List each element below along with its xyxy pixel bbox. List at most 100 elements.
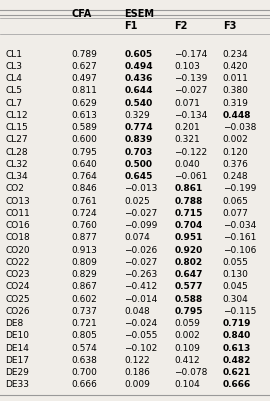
Text: CL32: CL32 (5, 160, 28, 169)
Text: 0.002: 0.002 (223, 136, 248, 144)
Text: 0.248: 0.248 (223, 172, 248, 181)
Text: 0.715: 0.715 (174, 209, 202, 218)
Text: 0.319: 0.319 (223, 99, 249, 108)
Text: −0.078: −0.078 (174, 368, 208, 377)
Text: F2: F2 (174, 21, 188, 31)
Text: 0.719: 0.719 (223, 319, 251, 328)
Text: −0.034: −0.034 (223, 221, 256, 230)
Text: −0.027: −0.027 (124, 258, 157, 267)
Text: 0.605: 0.605 (124, 50, 152, 59)
Text: DE14: DE14 (5, 344, 29, 352)
Text: 0.329: 0.329 (124, 111, 150, 120)
Text: 0.846: 0.846 (72, 184, 97, 193)
Text: 0.721: 0.721 (72, 319, 97, 328)
Text: CL4: CL4 (5, 74, 22, 83)
Text: 0.025: 0.025 (124, 196, 150, 206)
Text: CL28: CL28 (5, 148, 28, 157)
Text: 0.002: 0.002 (174, 331, 200, 340)
Text: 0.613: 0.613 (223, 344, 251, 352)
Text: 0.795: 0.795 (174, 307, 203, 316)
Text: −0.115: −0.115 (223, 307, 256, 316)
Text: −0.134: −0.134 (174, 111, 207, 120)
Text: 0.540: 0.540 (124, 99, 153, 108)
Text: CL1: CL1 (5, 50, 22, 59)
Text: 0.760: 0.760 (72, 221, 97, 230)
Text: 0.647: 0.647 (174, 270, 203, 279)
Text: 0.805: 0.805 (72, 331, 97, 340)
Text: 0.829: 0.829 (72, 270, 97, 279)
Text: −0.026: −0.026 (124, 246, 157, 255)
Text: 0.666: 0.666 (223, 381, 251, 389)
Text: 0.761: 0.761 (72, 196, 97, 206)
Text: CO16: CO16 (5, 221, 30, 230)
Text: 0.811: 0.811 (72, 87, 97, 95)
Text: CL15: CL15 (5, 123, 28, 132)
Text: 0.109: 0.109 (174, 344, 200, 352)
Text: 0.877: 0.877 (72, 233, 97, 243)
Text: 0.703: 0.703 (124, 148, 153, 157)
Text: 0.764: 0.764 (72, 172, 97, 181)
Text: −0.013: −0.013 (124, 184, 158, 193)
Text: ESEM: ESEM (124, 9, 154, 19)
Text: CO24: CO24 (5, 282, 30, 292)
Text: 0.104: 0.104 (174, 381, 200, 389)
Text: 0.574: 0.574 (72, 344, 97, 352)
Text: 0.737: 0.737 (72, 307, 97, 316)
Text: 0.436: 0.436 (124, 74, 153, 83)
Text: −0.027: −0.027 (174, 87, 207, 95)
Text: 0.048: 0.048 (124, 307, 150, 316)
Text: DE33: DE33 (5, 381, 29, 389)
Text: CO22: CO22 (5, 258, 30, 267)
Text: CO13: CO13 (5, 196, 30, 206)
Text: 0.861: 0.861 (174, 184, 202, 193)
Text: CO23: CO23 (5, 270, 30, 279)
Text: −0.199: −0.199 (223, 184, 256, 193)
Text: CO26: CO26 (5, 307, 30, 316)
Text: CO11: CO11 (5, 209, 30, 218)
Text: CFA: CFA (72, 9, 92, 19)
Text: DE8: DE8 (5, 319, 24, 328)
Text: 0.201: 0.201 (174, 123, 200, 132)
Text: 0.627: 0.627 (72, 62, 97, 71)
Text: 0.071: 0.071 (174, 99, 200, 108)
Text: 0.774: 0.774 (124, 123, 153, 132)
Text: 0.103: 0.103 (174, 62, 200, 71)
Text: CO20: CO20 (5, 246, 30, 255)
Text: 0.412: 0.412 (174, 356, 200, 365)
Text: F1: F1 (124, 21, 138, 31)
Text: −0.263: −0.263 (124, 270, 157, 279)
Text: 0.913: 0.913 (72, 246, 97, 255)
Text: −0.014: −0.014 (124, 295, 157, 304)
Text: 0.304: 0.304 (223, 295, 248, 304)
Text: 0.577: 0.577 (174, 282, 203, 292)
Text: 0.009: 0.009 (124, 381, 150, 389)
Text: 0.120: 0.120 (223, 148, 248, 157)
Text: F3: F3 (223, 21, 236, 31)
Text: 0.376: 0.376 (223, 160, 249, 169)
Text: 0.130: 0.130 (223, 270, 249, 279)
Text: −0.061: −0.061 (174, 172, 208, 181)
Text: 0.065: 0.065 (223, 196, 249, 206)
Text: CL3: CL3 (5, 62, 22, 71)
Text: 0.629: 0.629 (72, 99, 97, 108)
Text: 0.122: 0.122 (124, 356, 150, 365)
Text: −0.102: −0.102 (124, 344, 157, 352)
Text: 0.497: 0.497 (72, 74, 97, 83)
Text: CL27: CL27 (5, 136, 28, 144)
Text: 0.700: 0.700 (72, 368, 97, 377)
Text: DE10: DE10 (5, 331, 29, 340)
Text: CL5: CL5 (5, 87, 22, 95)
Text: 0.494: 0.494 (124, 62, 153, 71)
Text: −0.099: −0.099 (124, 221, 158, 230)
Text: 0.600: 0.600 (72, 136, 97, 144)
Text: −0.055: −0.055 (124, 331, 158, 340)
Text: 0.588: 0.588 (174, 295, 202, 304)
Text: 0.638: 0.638 (72, 356, 97, 365)
Text: 0.951: 0.951 (174, 233, 202, 243)
Text: −0.412: −0.412 (124, 282, 157, 292)
Text: 0.055: 0.055 (223, 258, 249, 267)
Text: −0.024: −0.024 (124, 319, 157, 328)
Text: 0.059: 0.059 (174, 319, 200, 328)
Text: 0.809: 0.809 (72, 258, 97, 267)
Text: CL12: CL12 (5, 111, 28, 120)
